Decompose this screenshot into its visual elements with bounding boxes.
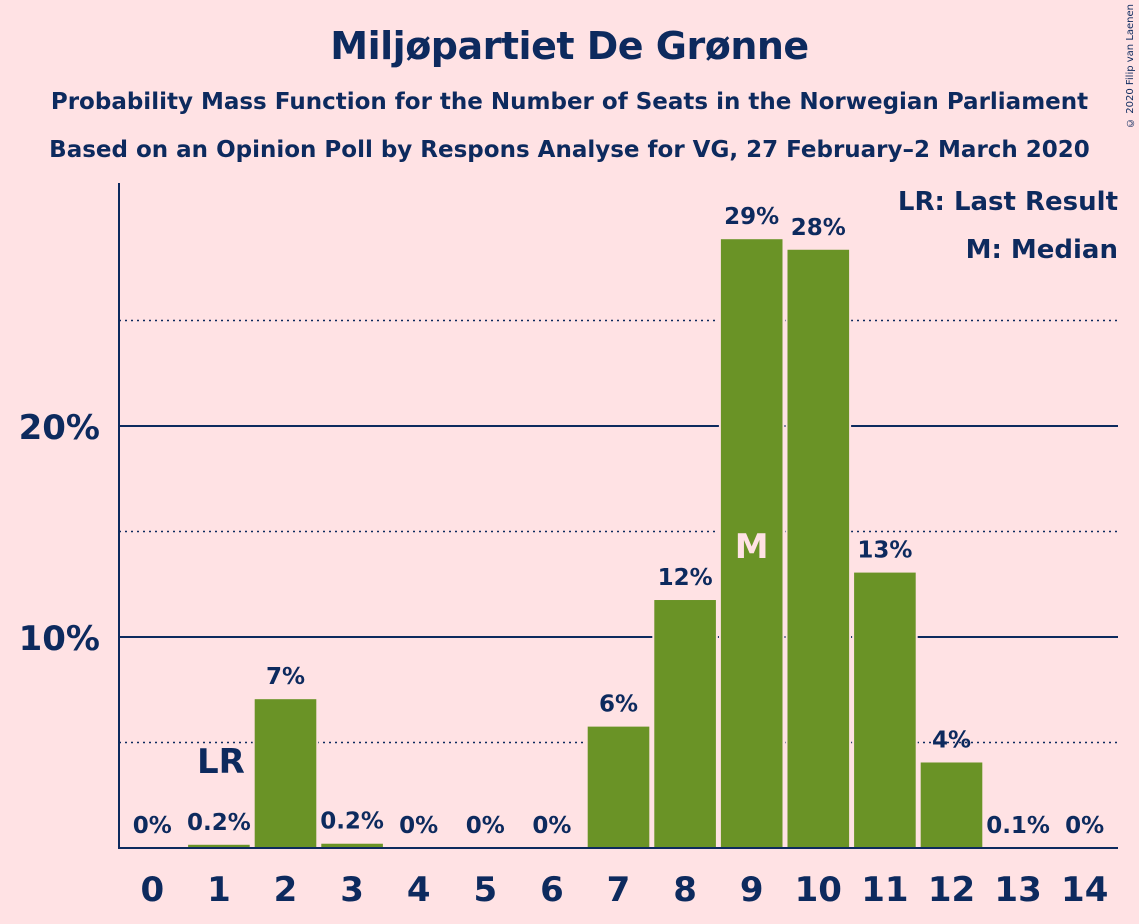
legend-entry: LR: Last Result [898, 187, 1118, 217]
x-tick-label: 14 [1061, 870, 1108, 910]
y-tick-label: 20% [19, 408, 100, 448]
bar-value-label: 28% [791, 215, 846, 241]
bar-value-label: 0.2% [320, 809, 384, 835]
bar-value-label: 12% [658, 565, 713, 591]
x-tick-label: 9 [740, 870, 764, 910]
x-tick-label: 2 [274, 870, 298, 910]
bar-value-label: 7% [266, 664, 305, 690]
bar [652, 598, 718, 850]
bar [252, 697, 319, 849]
bar-value-label: 0.1% [986, 813, 1050, 839]
bar-value-label: 0% [1065, 813, 1104, 839]
bar-value-label: 0.2% [187, 810, 251, 836]
last-result-marker: LR [197, 742, 245, 782]
chart-subtitle-2: Based on an Opinion Poll by Respons Anal… [49, 137, 1090, 163]
bar [852, 570, 918, 850]
bar-value-label: 0% [133, 813, 172, 839]
chart-title: Miljøpartiet De Grønne [330, 24, 809, 68]
x-tick-label: 13 [994, 870, 1041, 910]
bar-value-label: 0% [532, 813, 571, 839]
x-tick-label: 5 [473, 870, 497, 910]
x-tick-label: 7 [607, 870, 631, 910]
chart-subtitle-1: Probability Mass Function for the Number… [50, 89, 1089, 115]
x-tick-label: 8 [673, 870, 697, 910]
x-tick-label: 3 [340, 870, 364, 910]
bar-value-label: 0% [399, 813, 438, 839]
y-tick-label: 10% [19, 619, 100, 659]
x-tick-label: 4 [407, 870, 431, 910]
bar-value-label: 4% [932, 727, 971, 753]
bar-value-label: 6% [599, 692, 638, 718]
bar [785, 247, 852, 849]
x-tick-label: 11 [861, 870, 908, 910]
x-tick-label: 1 [207, 870, 231, 910]
bar-value-label: 13% [857, 538, 912, 564]
x-tick-label: 6 [540, 870, 564, 910]
bar [918, 760, 985, 849]
median-marker: M [735, 527, 769, 567]
bar-value-label: 29% [724, 204, 779, 230]
bar [585, 724, 652, 849]
bar-value-label: 0% [466, 813, 505, 839]
legend-entry: M: Median [966, 235, 1118, 265]
x-tick-label: 12 [928, 870, 975, 910]
x-tick-label: 10 [795, 870, 842, 910]
bar [718, 237, 785, 849]
x-tick-label: 0 [140, 870, 164, 910]
